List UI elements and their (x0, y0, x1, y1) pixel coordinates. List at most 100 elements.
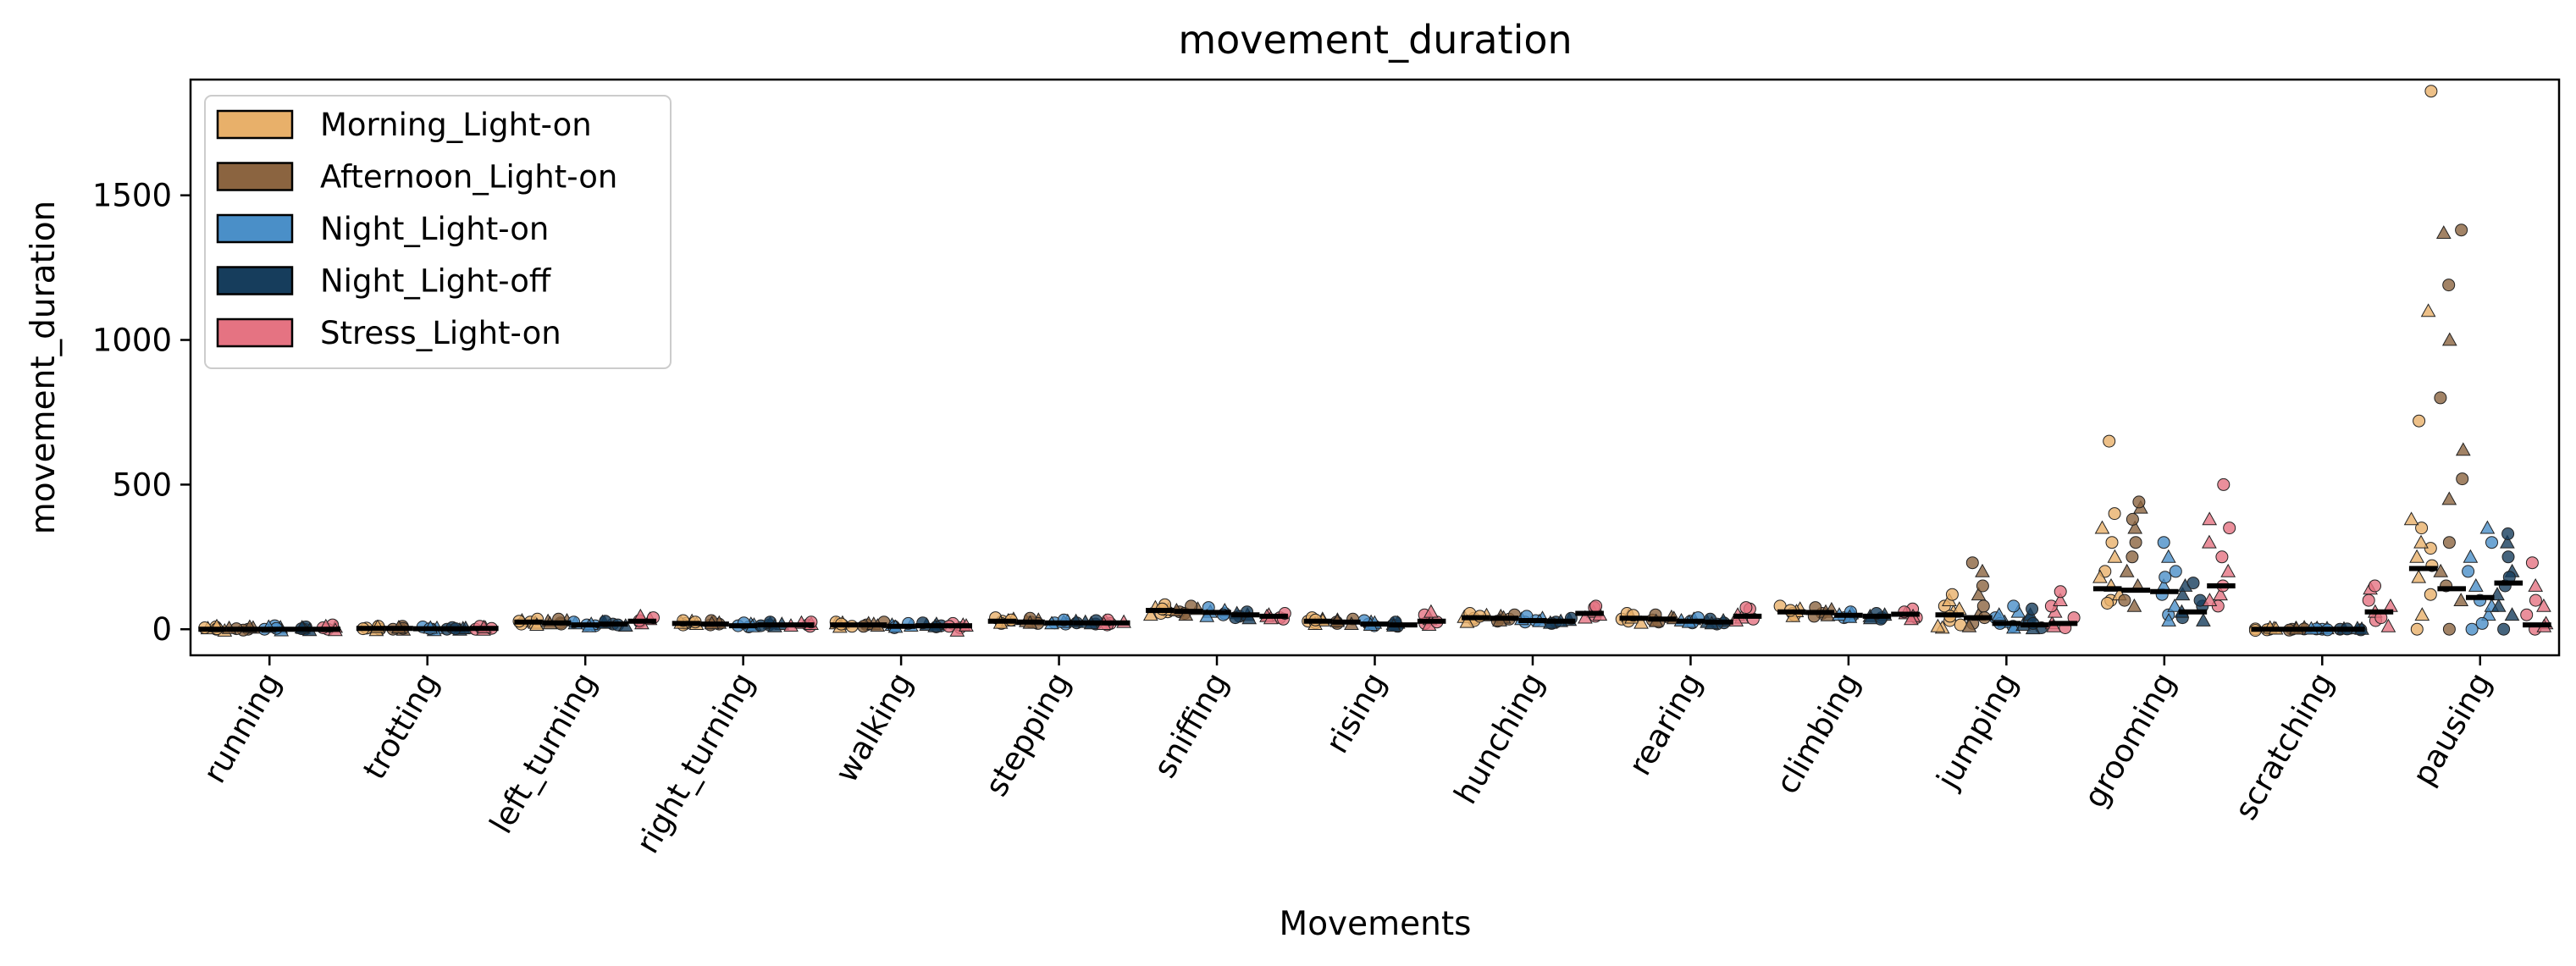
data-point (1965, 556, 1979, 570)
legend-label: Night_Light-off (320, 263, 552, 300)
data-point (2026, 602, 2039, 615)
data-point (2413, 414, 2426, 428)
y-tick-label: 1500 (92, 178, 172, 214)
legend-swatch (216, 266, 294, 295)
data-point (2167, 598, 2182, 612)
data-point (1739, 601, 1753, 615)
x-tick-label: climbing (1769, 666, 1867, 800)
y-tick-label: 0 (152, 611, 172, 648)
data-point (2220, 563, 2236, 577)
data-point (1241, 610, 1258, 625)
data-point (2501, 550, 2515, 564)
data-point (2119, 563, 2135, 577)
data-point (2475, 616, 2489, 630)
data-point (2132, 495, 2146, 509)
data-point (2215, 550, 2229, 564)
data-point (2213, 587, 2228, 601)
data-point (1930, 618, 1946, 632)
data-point (2169, 565, 2182, 578)
legend-label: Stress_Light-on (320, 315, 561, 351)
data-point (2453, 593, 2469, 606)
data-point (2520, 608, 2534, 621)
data-point (2410, 622, 2424, 636)
data-point (2479, 520, 2496, 534)
data-point (2462, 565, 2475, 578)
data-point (2053, 593, 2068, 606)
data-point (2101, 597, 2114, 610)
y-tick-label: 500 (112, 466, 172, 503)
data-point (2536, 598, 2551, 612)
data-point (2413, 534, 2429, 549)
data-point (2480, 607, 2496, 621)
data-point (1578, 610, 1593, 624)
data-point (2504, 607, 2520, 621)
data-point (1976, 579, 1989, 593)
x-tick-label: left_turning (483, 666, 604, 840)
data-point (2409, 549, 2424, 563)
data-point (2092, 569, 2108, 583)
data-point (2125, 550, 2139, 564)
data-point (2442, 536, 2456, 549)
data-point (2455, 224, 2468, 237)
x-tick-label: right_turning (629, 666, 762, 859)
x-tick-label: jumping (1929, 666, 2025, 796)
data-point (1975, 563, 1990, 577)
data-point (1142, 607, 1158, 621)
data-point (2463, 549, 2479, 563)
data-point (1971, 587, 1987, 601)
data-point (2442, 279, 2456, 292)
data-point (2434, 391, 2447, 405)
data-point (1976, 599, 1990, 613)
data-point (1991, 607, 2007, 621)
data-point (2157, 536, 2170, 549)
legend-swatch (216, 109, 294, 140)
data-point (2125, 512, 2139, 526)
data-point (2202, 534, 2217, 549)
data-point (2380, 618, 2396, 632)
data-point (2007, 599, 2020, 613)
data-point (2054, 585, 2067, 599)
data-point (2217, 477, 2231, 491)
x-axis: running trotting left_turning right_turning… (196, 655, 2499, 859)
data-point (2362, 593, 2375, 607)
data-point (2497, 622, 2511, 636)
legend-label: Night_Light-on (320, 211, 549, 247)
x-tick-label: walking (828, 666, 920, 788)
data-point (2529, 593, 2542, 607)
data-point (2500, 534, 2515, 549)
data-point (1589, 599, 1603, 613)
x-tick-label: stepping (978, 666, 1078, 803)
data-point (2420, 303, 2436, 317)
x-tick-label: trotting (356, 666, 445, 786)
data-point (2105, 536, 2119, 549)
data-point (2485, 536, 2498, 549)
data-point (2456, 472, 2469, 486)
data-point (2525, 556, 2539, 570)
data-point (2424, 85, 2438, 98)
chart-title: movement_duration (1178, 17, 1572, 63)
x-axis-title: Movements (1280, 905, 1472, 943)
medians-layer (198, 566, 2551, 632)
data-point (2414, 607, 2430, 621)
x-tick-label: scratching (2227, 666, 2341, 826)
legend-swatch (216, 213, 294, 244)
legend-swatch (216, 162, 294, 191)
data-point (2441, 332, 2457, 346)
legend-label: Afternoon_Light-on (320, 159, 617, 196)
data-point (2369, 579, 2381, 593)
data-point (2411, 569, 2427, 583)
data-point (1633, 615, 1649, 629)
y-axis-title: movement_duration (25, 201, 63, 535)
data-point (2223, 522, 2236, 535)
x-tick-label: hunching (1447, 666, 1551, 810)
legend-frame (204, 95, 672, 369)
data-point (2403, 511, 2419, 526)
data-point (2196, 612, 2211, 627)
data-point (2501, 527, 2515, 540)
data-point (2094, 520, 2110, 534)
data-point (2118, 593, 2131, 607)
data-point (2441, 491, 2457, 505)
data-point (1961, 618, 1977, 632)
x-tick-label: rising (1318, 666, 1393, 759)
data-point (1423, 604, 1439, 618)
